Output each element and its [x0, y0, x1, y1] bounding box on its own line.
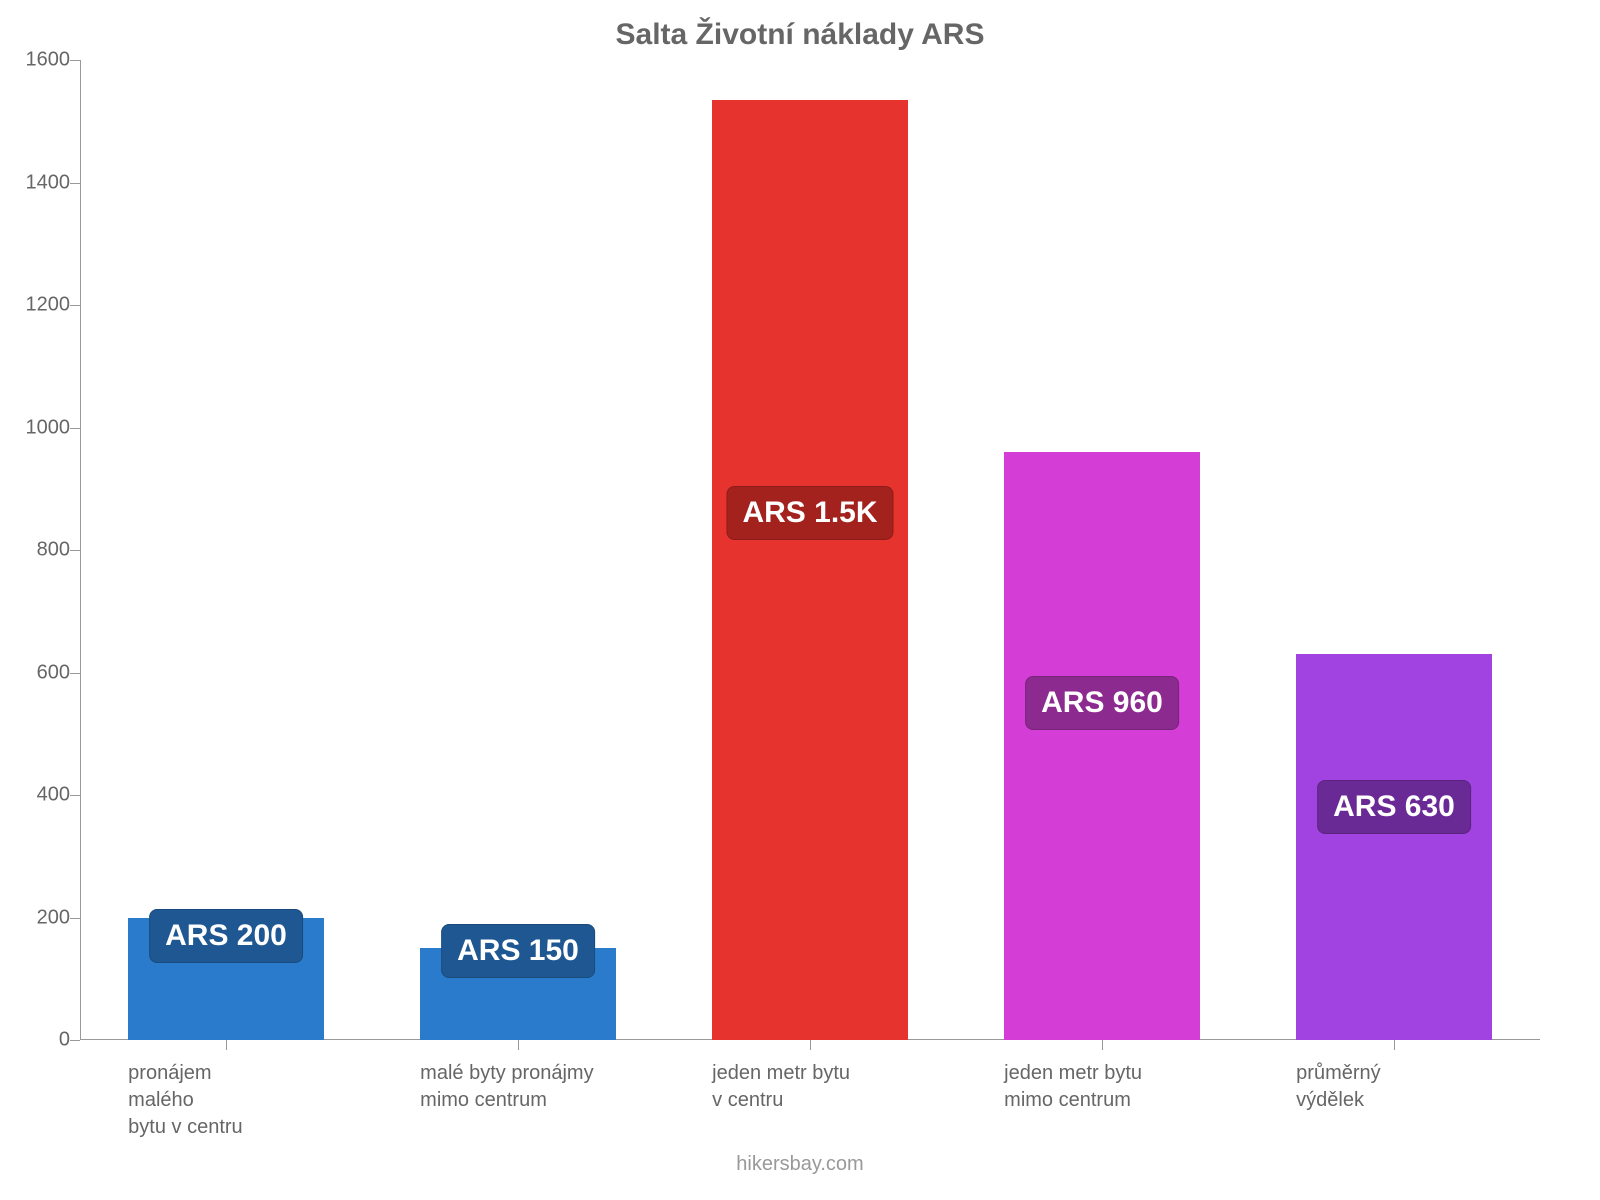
y-tick — [70, 305, 80, 306]
x-tick-label: pronájem malého bytu v centru — [128, 1060, 364, 1141]
value-badge: ARS 630 — [1317, 780, 1471, 834]
x-tick-label: jeden metr bytu v centru — [712, 1060, 948, 1114]
x-tick — [810, 1040, 811, 1050]
chart-title: Salta Životní náklady ARS — [0, 18, 1600, 52]
y-tick-label: 1000 — [10, 416, 70, 439]
chart-container: Salta Životní náklady ARS 02004006008001… — [0, 0, 1600, 1200]
y-tick — [70, 60, 80, 61]
value-badge: ARS 1.5K — [726, 486, 893, 540]
x-tick — [226, 1040, 227, 1050]
y-tick — [70, 1040, 80, 1041]
y-tick — [70, 183, 80, 184]
x-tick — [518, 1040, 519, 1050]
x-tick-label: malé byty pronájmy mimo centrum — [420, 1060, 656, 1114]
y-tick-label: 1600 — [10, 49, 70, 72]
value-badge: ARS 150 — [441, 924, 595, 978]
x-tick — [1394, 1040, 1395, 1050]
y-tick — [70, 795, 80, 796]
y-tick-label: 400 — [10, 784, 70, 807]
y-tick-label: 1400 — [10, 171, 70, 194]
y-tick — [70, 428, 80, 429]
bar — [1004, 452, 1200, 1040]
y-tick-label: 600 — [10, 661, 70, 684]
x-tick-label: průměrný výdělek — [1296, 1060, 1532, 1114]
chart-footer: hikersbay.com — [0, 1153, 1600, 1176]
y-tick — [70, 673, 80, 674]
value-badge: ARS 200 — [149, 909, 303, 963]
y-axis-line — [80, 60, 81, 1040]
value-badge: ARS 960 — [1025, 676, 1179, 730]
bar — [712, 100, 908, 1040]
y-tick — [70, 918, 80, 919]
x-tick — [1102, 1040, 1103, 1050]
y-tick-label: 1200 — [10, 294, 70, 317]
y-tick-label: 800 — [10, 539, 70, 562]
y-tick-label: 200 — [10, 906, 70, 929]
x-tick-label: jeden metr bytu mimo centrum — [1004, 1060, 1240, 1114]
plot-area: 02004006008001000120014001600pronájem ma… — [80, 60, 1540, 1040]
y-tick-label: 0 — [10, 1029, 70, 1052]
bar — [1296, 654, 1492, 1040]
y-tick — [70, 550, 80, 551]
